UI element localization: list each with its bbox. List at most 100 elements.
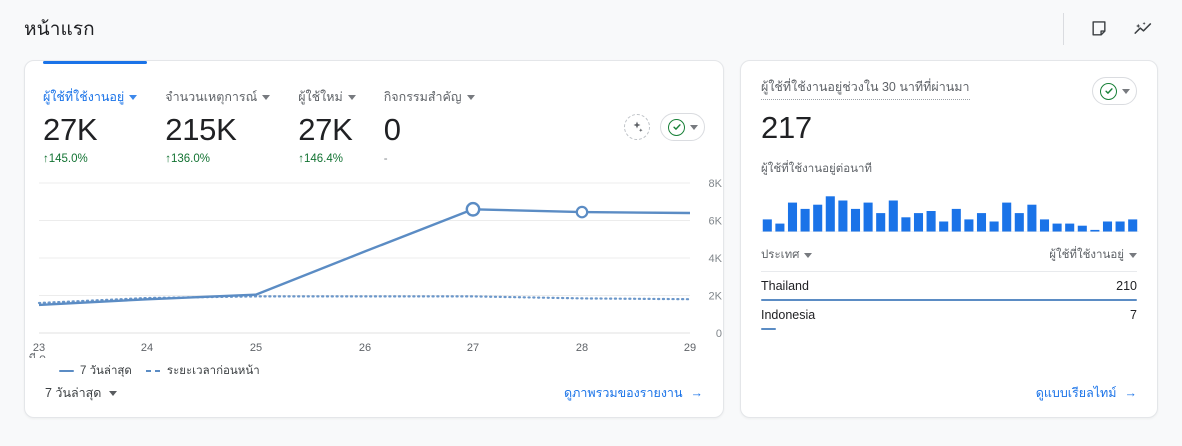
metric-value: 215K [165, 112, 237, 147]
delta-value: 136.0% [171, 153, 211, 166]
chevron-down-icon[interactable] [129, 94, 138, 100]
line-chart: 8K 6K 4K 2K 0 23 มี.ค. 24 25 26 27 28 29 [25, 173, 723, 358]
metric-label: กิจกรรมสำคัญ [383, 90, 462, 104]
top-bar-actions [1063, 0, 1182, 58]
bar [926, 211, 936, 232]
data-point-marker [575, 205, 589, 219]
metric-active-users[interactable]: ผู้ใช้ที่ใช้งานอยู่ 27K ↑145.0% [43, 60, 165, 165]
active-user-count: 210 [1116, 279, 1137, 293]
row-progress-bar [761, 298, 1137, 301]
column-header-active-users[interactable]: ผู้ใช้ที่ใช้งานอยู่ [1049, 246, 1137, 264]
chevron-down-icon[interactable] [804, 252, 813, 258]
bar [989, 221, 999, 232]
date-range-label: 7 วันล่าสุด [45, 386, 102, 400]
link-label: ดูภาพรวมของรายงาน [564, 386, 683, 400]
bar [1065, 223, 1075, 232]
check-circle-icon [1100, 82, 1117, 100]
bar [850, 208, 861, 232]
metric-label-row[interactable]: ผู้ใช้ใหม่ [298, 87, 356, 107]
country-table: ประเทศ ผู้ใช้ที่ใช้งานอยู่ Thailand 210 … [741, 246, 1157, 330]
country-name: Indonesia [761, 308, 816, 322]
chevron-down-icon[interactable] [109, 390, 118, 396]
realtime-value: 217 [761, 110, 812, 145]
metric-label-row[interactable]: ผู้ใช้ที่ใช้งานอยู่ [43, 87, 138, 107]
overview-card-footer: 7 วันล่าสุด ดูภาพรวมของรายงาน → [25, 383, 723, 417]
bar [863, 202, 873, 232]
page-title: หน้าแรก [24, 19, 95, 40]
bar [825, 196, 835, 232]
metric-label-row[interactable]: จำนวนเหตุการณ์ [165, 87, 271, 107]
svg-text:29: 29 [684, 342, 696, 354]
legend-dashed-swatch [145, 369, 161, 373]
realtime-card-footer: ดูแบบเรียลไทม์ → [741, 383, 1157, 417]
svg-text:0: 0 [716, 328, 722, 340]
data-point-marker [465, 202, 481, 217]
metric-label: ผู้ใช้ที่ใช้งานอยู่ [43, 90, 125, 104]
bar [888, 200, 898, 232]
bar [1102, 221, 1113, 232]
notes-icon[interactable] [1082, 12, 1116, 46]
bar [1077, 225, 1087, 232]
chevron-down-icon[interactable] [466, 94, 475, 100]
svg-text:26: 26 [359, 342, 371, 354]
bar [976, 213, 987, 232]
bar [1090, 229, 1100, 232]
chevron-down-icon[interactable] [1122, 88, 1130, 94]
delta-value: 146.4% [303, 153, 343, 166]
column-label: ประเทศ [761, 249, 800, 261]
svg-text:มี.ค.: มี.ค. [29, 352, 50, 358]
date-range-selector[interactable]: 7 วันล่าสุด [45, 383, 118, 403]
metric-delta: ↑146.4% [298, 153, 356, 165]
legend-item-preceding-period: ระยะเวลาก่อนหน้า [145, 362, 260, 380]
bars-title: ผู้ใช้ที่ใช้งานอยู่ต่อนาที [761, 163, 873, 175]
bar [1115, 221, 1125, 232]
bar [813, 204, 823, 232]
table-row[interactable]: Thailand 210 [761, 272, 1137, 301]
metric-label: ผู้ใช้ใหม่ [298, 90, 343, 104]
metric-new-users[interactable]: ผู้ใช้ใหม่ 27K ↑146.4% [298, 75, 384, 165]
chevron-down-icon[interactable] [690, 124, 698, 130]
legend-solid-swatch [59, 369, 74, 373]
bar [1027, 204, 1037, 232]
x-axis-labels: 23 มี.ค. 24 25 26 27 28 29 [29, 342, 696, 358]
metric-event-count[interactable]: จำนวนเหตุการณ์ 215K ↑136.0% [165, 75, 298, 165]
view-realtime-link[interactable]: ดูแบบเรียลไทม์ → [1036, 383, 1137, 403]
legend-label: ระยะเวลาก่อนหน้า [166, 365, 260, 378]
svg-text:2K: 2K [709, 291, 723, 303]
view-report-overview-link[interactable]: ดูภาพรวมของรายงาน → [564, 383, 703, 403]
active-users-per-minute-chart [741, 186, 1157, 232]
delta-arrow-icon: ↑ [298, 153, 304, 166]
realtime-label[interactable]: ผู้ใช้ที่ใช้งานอยู่ช่วงใน 30 นาทีที่ผ่าน… [761, 77, 970, 100]
chart-gridlines [39, 182, 690, 334]
insights-icon[interactable] [1126, 12, 1160, 46]
metric-value: 0 [383, 112, 401, 147]
overview-card: ผู้ใช้ที่ใช้งานอยู่ 27K ↑145.0% จำนวนเหต… [24, 60, 724, 418]
status-badge[interactable] [1092, 77, 1137, 105]
toolbar-divider [1063, 13, 1064, 45]
line-chart-svg: 8K 6K 4K 2K 0 23 มี.ค. 24 25 26 27 28 29 [29, 178, 723, 358]
chevron-down-icon[interactable] [347, 94, 356, 100]
overview-card-actions [624, 75, 705, 165]
chevron-down-icon[interactable] [1129, 252, 1137, 258]
metric-value: 27K [43, 112, 98, 147]
table-row[interactable]: Indonesia 7 [761, 301, 1137, 330]
row-progress-bar [761, 327, 777, 330]
svg-text:25: 25 [250, 342, 262, 354]
metric-strip: ผู้ใช้ที่ใช้งานอยู่ 27K ↑145.0% จำนวนเหต… [25, 60, 723, 165]
bar [787, 202, 798, 232]
active-user-count: 7 [1130, 308, 1137, 322]
status-badge[interactable] [660, 113, 705, 142]
table-header: ประเทศ ผู้ใช้ที่ใช้งานอยู่ [761, 246, 1137, 272]
svg-text:23: 23 [33, 342, 45, 354]
sparkle-icon[interactable] [624, 114, 650, 141]
bar [964, 219, 974, 232]
metric-label-row[interactable]: กิจกรรมสำคัญ [384, 87, 475, 107]
column-header-country[interactable]: ประเทศ [761, 246, 813, 264]
chevron-down-icon[interactable] [262, 94, 271, 100]
country-name: Thailand [761, 279, 809, 293]
cards-container: ผู้ใช้ที่ใช้งานอยู่ 27K ↑145.0% จำนวนเหต… [24, 60, 1158, 418]
metric-value: 27K [298, 112, 353, 147]
arrow-right-icon: → [1124, 386, 1138, 400]
metric-key-events[interactable]: กิจกรรมสำคัญ 0 - [384, 75, 503, 165]
bar [876, 213, 886, 232]
